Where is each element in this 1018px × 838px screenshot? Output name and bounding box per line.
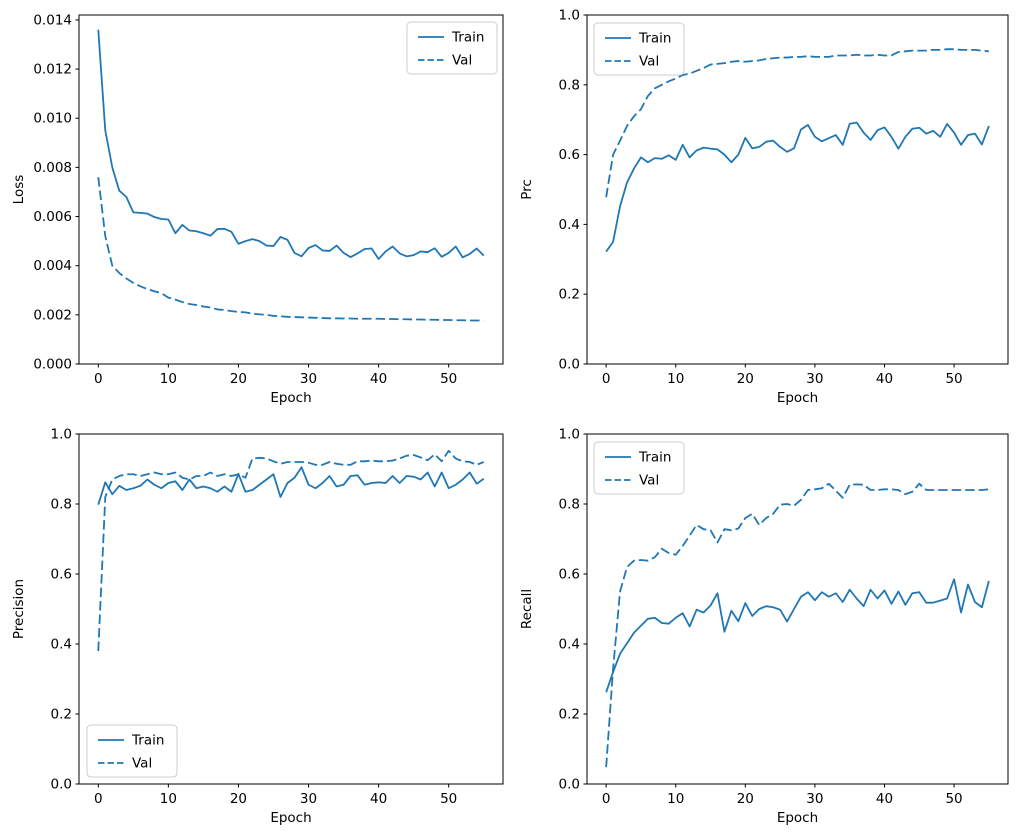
x-tick-label: 0 [602, 791, 611, 807]
val-line [97, 449, 485, 652]
y-tick-label: 1.0 [51, 427, 72, 443]
legend-val-label: Val [452, 53, 472, 69]
y-tick-label: 1.0 [559, 8, 580, 24]
axes-spines [586, 14, 1009, 365]
x-tick-label: 0 [94, 791, 103, 807]
x-tick-label: 50 [440, 371, 457, 387]
x-tick-label: 50 [440, 791, 457, 807]
y-tick-label: 0.010 [33, 111, 72, 127]
x-tick-label: 20 [737, 791, 754, 807]
axes-spines [78, 433, 504, 785]
precision-legend: Train Val [86, 724, 178, 778]
val-line [605, 48, 989, 198]
y-tick-label: 0.000 [33, 357, 72, 373]
legend-frame [593, 441, 685, 495]
x-tick-label: 20 [230, 371, 247, 387]
x-tick-label: 30 [300, 791, 317, 807]
y-tick-label: 1.0 [559, 427, 580, 443]
val-line [605, 482, 989, 768]
prc-yaxis-label: Prc [519, 179, 535, 200]
recall-chart: 0.0 0.2 0.4 0.6 0.8 1.0 0 10 20 30 40 50 Epoch Recall… [519, 427, 1009, 826]
loss-legend: Train Val [406, 21, 498, 75]
legend-val-label: Val [639, 54, 659, 70]
prc-legend: Train Val [593, 22, 685, 76]
precision-xaxis-label: Epoch [270, 810, 311, 826]
y-tick-label: 0.6 [559, 567, 580, 583]
x-tick-label: 40 [876, 791, 893, 807]
recall-legend: Train Val [593, 441, 685, 495]
loss-xaxis-label: Epoch [270, 390, 311, 406]
prc-chart: 0.0 0.2 0.4 0.6 0.8 1.0 0 10 20 30 40 50 Epoch Prc Tra… [519, 8, 1009, 406]
x-tick-label: 40 [876, 371, 893, 387]
y-tick-label: 0.6 [51, 567, 72, 583]
legend-train-label: Train [638, 31, 671, 47]
y-tick-label: 0.6 [559, 147, 580, 163]
x-tick-label: 10 [160, 371, 177, 387]
y-tick-label: 0.8 [51, 497, 72, 513]
y-tick-label: 0.4 [559, 637, 580, 653]
y-tick-label: 0.8 [559, 77, 580, 93]
legend-frame [86, 724, 178, 778]
y-tick-label: 0.002 [33, 307, 72, 323]
x-tick-label: 50 [945, 791, 962, 807]
legend-train-label: Train [131, 733, 164, 749]
train-line [605, 578, 990, 693]
prc-xaxis-label: Epoch [777, 390, 818, 406]
precision-chart: 0.0 0.2 0.4 0.6 0.8 1.0 0 10 20 30 40 50 Epoch Precis… [11, 427, 504, 826]
recall-yaxis-label: Recall [519, 589, 535, 629]
legend-val-label: Val [132, 756, 152, 772]
y-tick-label: 0.0 [559, 357, 580, 373]
x-tick-label: 30 [806, 791, 823, 807]
val-line [97, 177, 484, 322]
x-tick-label: 40 [370, 371, 387, 387]
y-tick-label: 0.014 [33, 12, 72, 28]
y-tick-label: 0.2 [559, 707, 580, 723]
axes-spines [586, 433, 1009, 785]
legend-train-label: Train [451, 30, 484, 46]
x-tick-label: 10 [667, 791, 684, 807]
y-tick-label: 0.0 [51, 777, 72, 793]
x-tick-label: 0 [94, 371, 103, 387]
y-tick-label: 0.004 [33, 258, 72, 274]
legend-frame [593, 22, 685, 76]
y-tick-label: 0.012 [33, 62, 72, 78]
loss-chart: 0.000 0.002 0.004 0.006 0.008 0.010 0.012 0.014… [11, 12, 504, 406]
x-tick-label: 0 [602, 371, 611, 387]
train-line [605, 121, 990, 253]
train-line [97, 466, 485, 505]
x-tick-label: 30 [806, 371, 823, 387]
axes-spines [78, 14, 504, 365]
x-tick-label: 20 [230, 791, 247, 807]
y-tick-label: 0.2 [51, 707, 72, 723]
y-tick-label: 0.4 [51, 637, 72, 653]
recall-xaxis-label: Epoch [777, 810, 818, 826]
y-tick-label: 0.2 [559, 287, 580, 303]
train-line [97, 29, 485, 260]
y-tick-label: 0.8 [559, 497, 580, 513]
legend-train-label: Train [638, 450, 671, 466]
loss-yaxis-label: Loss [11, 175, 27, 205]
legend-frame [406, 21, 498, 75]
y-tick-label: 0.4 [559, 217, 580, 233]
precision-yaxis-label: Precision [11, 579, 27, 639]
x-tick-label: 40 [370, 791, 387, 807]
x-tick-label: 10 [160, 791, 177, 807]
legend-val-label: Val [639, 473, 659, 489]
x-tick-label: 20 [737, 371, 754, 387]
y-tick-label: 0.0 [559, 777, 580, 793]
y-tick-label: 0.006 [33, 209, 72, 225]
y-tick-label: 0.008 [33, 160, 72, 176]
x-tick-label: 30 [300, 371, 317, 387]
x-tick-label: 50 [945, 371, 962, 387]
x-tick-label: 10 [667, 371, 684, 387]
